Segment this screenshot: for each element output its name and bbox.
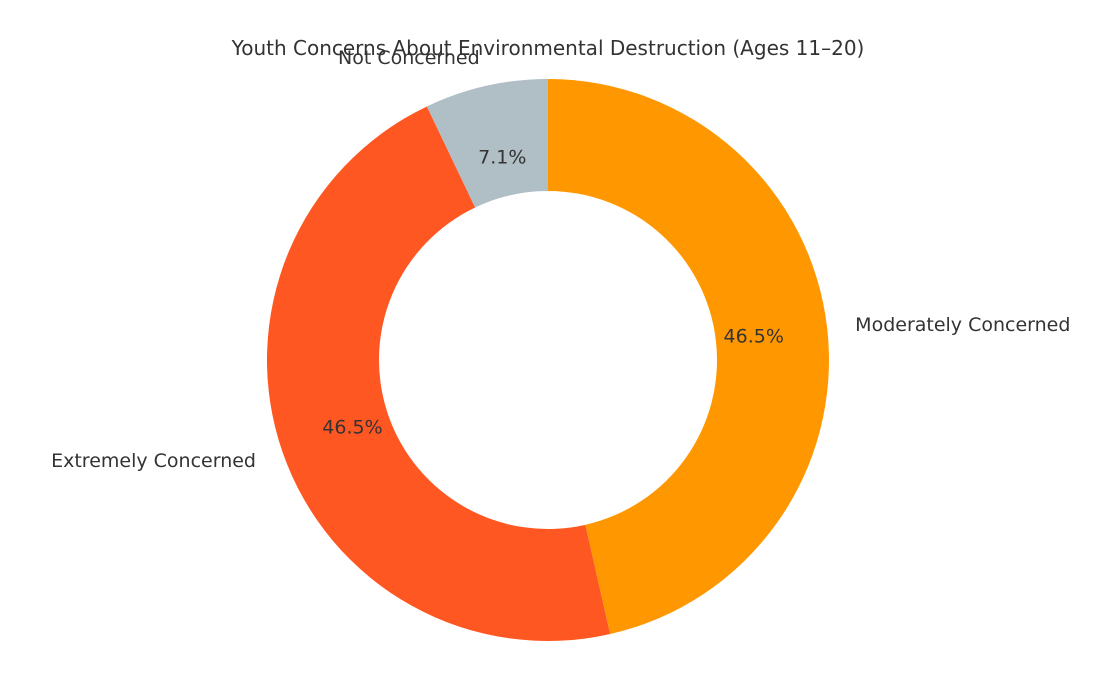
chart-title: Youth Concerns About Environmental Destr… — [231, 36, 865, 60]
slice-moderately-concerned — [548, 79, 829, 635]
slice-not-concerned — [426, 79, 548, 208]
slice-label-extremely-concerned: Extremely Concerned — [51, 450, 256, 472]
pct-label-extremely-concerned: 46.5% — [322, 416, 382, 438]
slice-extremely-concerned — [267, 106, 611, 641]
slice-label-moderately-concerned: Moderately Concerned — [855, 314, 1070, 336]
pct-label-not-concerned: 7.1% — [478, 147, 526, 169]
pct-label-moderately-concerned: 46.5% — [724, 325, 784, 347]
labels-group: Moderately Concerned 46.5% Extremely Conce… — [51, 47, 1070, 472]
slices-group — [267, 79, 829, 641]
slice-label-not-concerned: Not Concerned — [338, 47, 480, 69]
